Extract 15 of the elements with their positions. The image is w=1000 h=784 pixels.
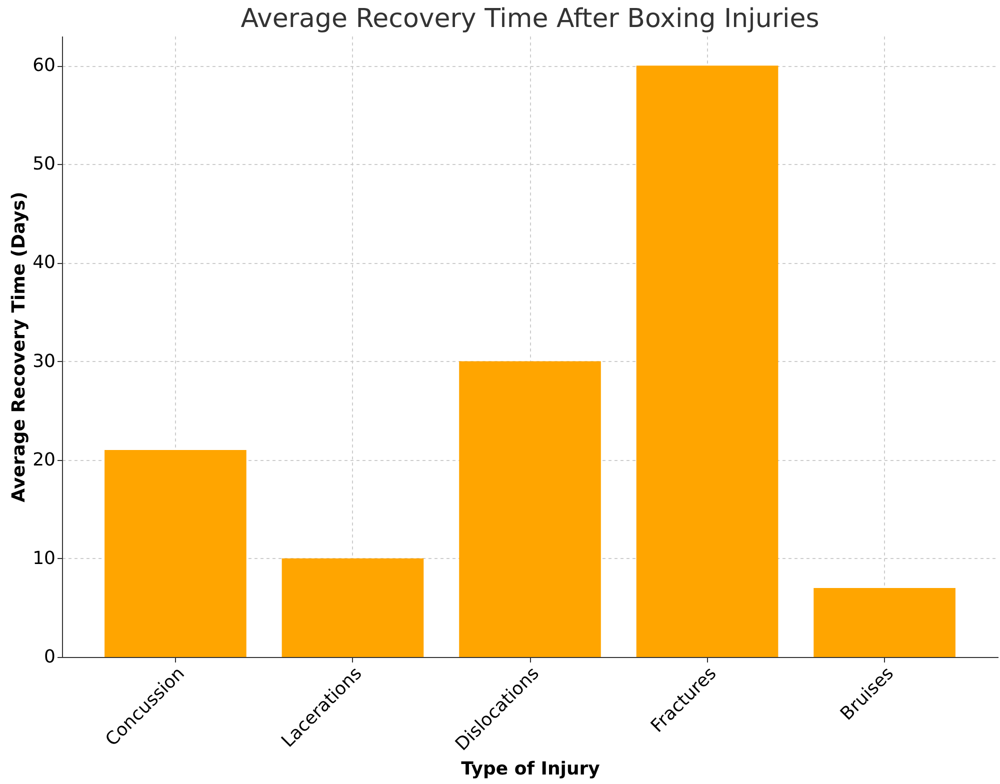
chart-title: Average Recovery Time After Boxing Injuries bbox=[240, 4, 820, 34]
bar bbox=[636, 66, 778, 657]
y-tick-label: 0 bbox=[44, 646, 56, 668]
x-axis-title: Type of Injury bbox=[461, 758, 600, 780]
bar bbox=[459, 361, 601, 657]
y-tick-label: 30 bbox=[32, 350, 56, 372]
y-axis-title: Average Recovery Time (Days) bbox=[8, 192, 30, 502]
y-tick-label: 20 bbox=[32, 449, 56, 470]
bar bbox=[282, 558, 424, 657]
y-tick-label: 10 bbox=[32, 548, 56, 569]
y-tick-label: 40 bbox=[32, 252, 56, 274]
bar bbox=[104, 450, 246, 657]
y-tick-label: 60 bbox=[32, 55, 56, 76]
bar bbox=[814, 588, 956, 657]
y-tick-label: 50 bbox=[32, 154, 56, 175]
